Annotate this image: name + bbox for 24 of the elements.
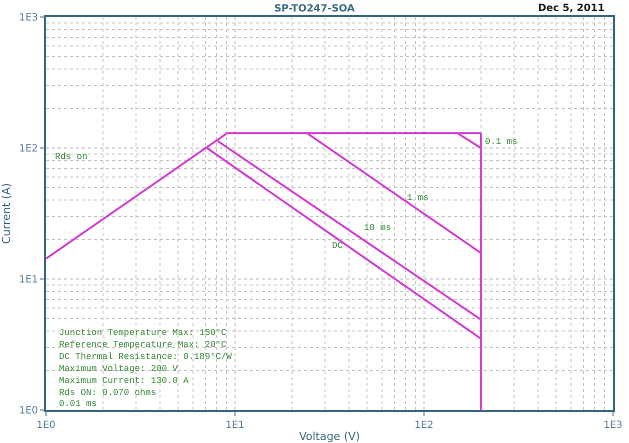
x-tick-label: 1E3 <box>603 420 623 431</box>
annotation: Maximum Current: 130.0 A <box>59 376 190 386</box>
annotation: Junction Temperature Max: 150°C <box>59 328 228 338</box>
annotation: 1 ms <box>407 193 429 203</box>
x-axis-title: Voltage (V) <box>299 430 360 443</box>
annotation: Maximum Voltage: 200 V <box>59 364 178 374</box>
annotation: Rds on <box>55 152 88 162</box>
y-tick-label: 1E3 <box>18 12 38 24</box>
y-axis-title: Current (A) <box>0 183 14 244</box>
annotation: DC Thermal Resistance: 0.189°C/W <box>59 352 232 362</box>
annotation: DC <box>332 241 344 251</box>
annotation: 0.1 ms <box>485 137 518 147</box>
y-tick-label: 1E1 <box>18 274 38 286</box>
x-tick-label: 1E1 <box>225 420 245 431</box>
text: Dec 5, 2011 <box>538 3 605 14</box>
y-tick-label: 1E0 <box>18 406 38 416</box>
annotation: 10 ms <box>364 223 392 233</box>
annotation: Reference Temperature Max: 20°C <box>59 340 228 350</box>
x-tick-label: 1E2 <box>414 420 434 431</box>
annotation: 0.01 ms <box>59 399 97 409</box>
x-tick-label: 1E0 <box>36 420 56 431</box>
chart-title: SP-TO247-SOA <box>274 3 356 14</box>
y-tick-label: 1E2 <box>18 144 38 154</box>
annotation: Rds ON: 0.070 ohms <box>59 388 156 398</box>
